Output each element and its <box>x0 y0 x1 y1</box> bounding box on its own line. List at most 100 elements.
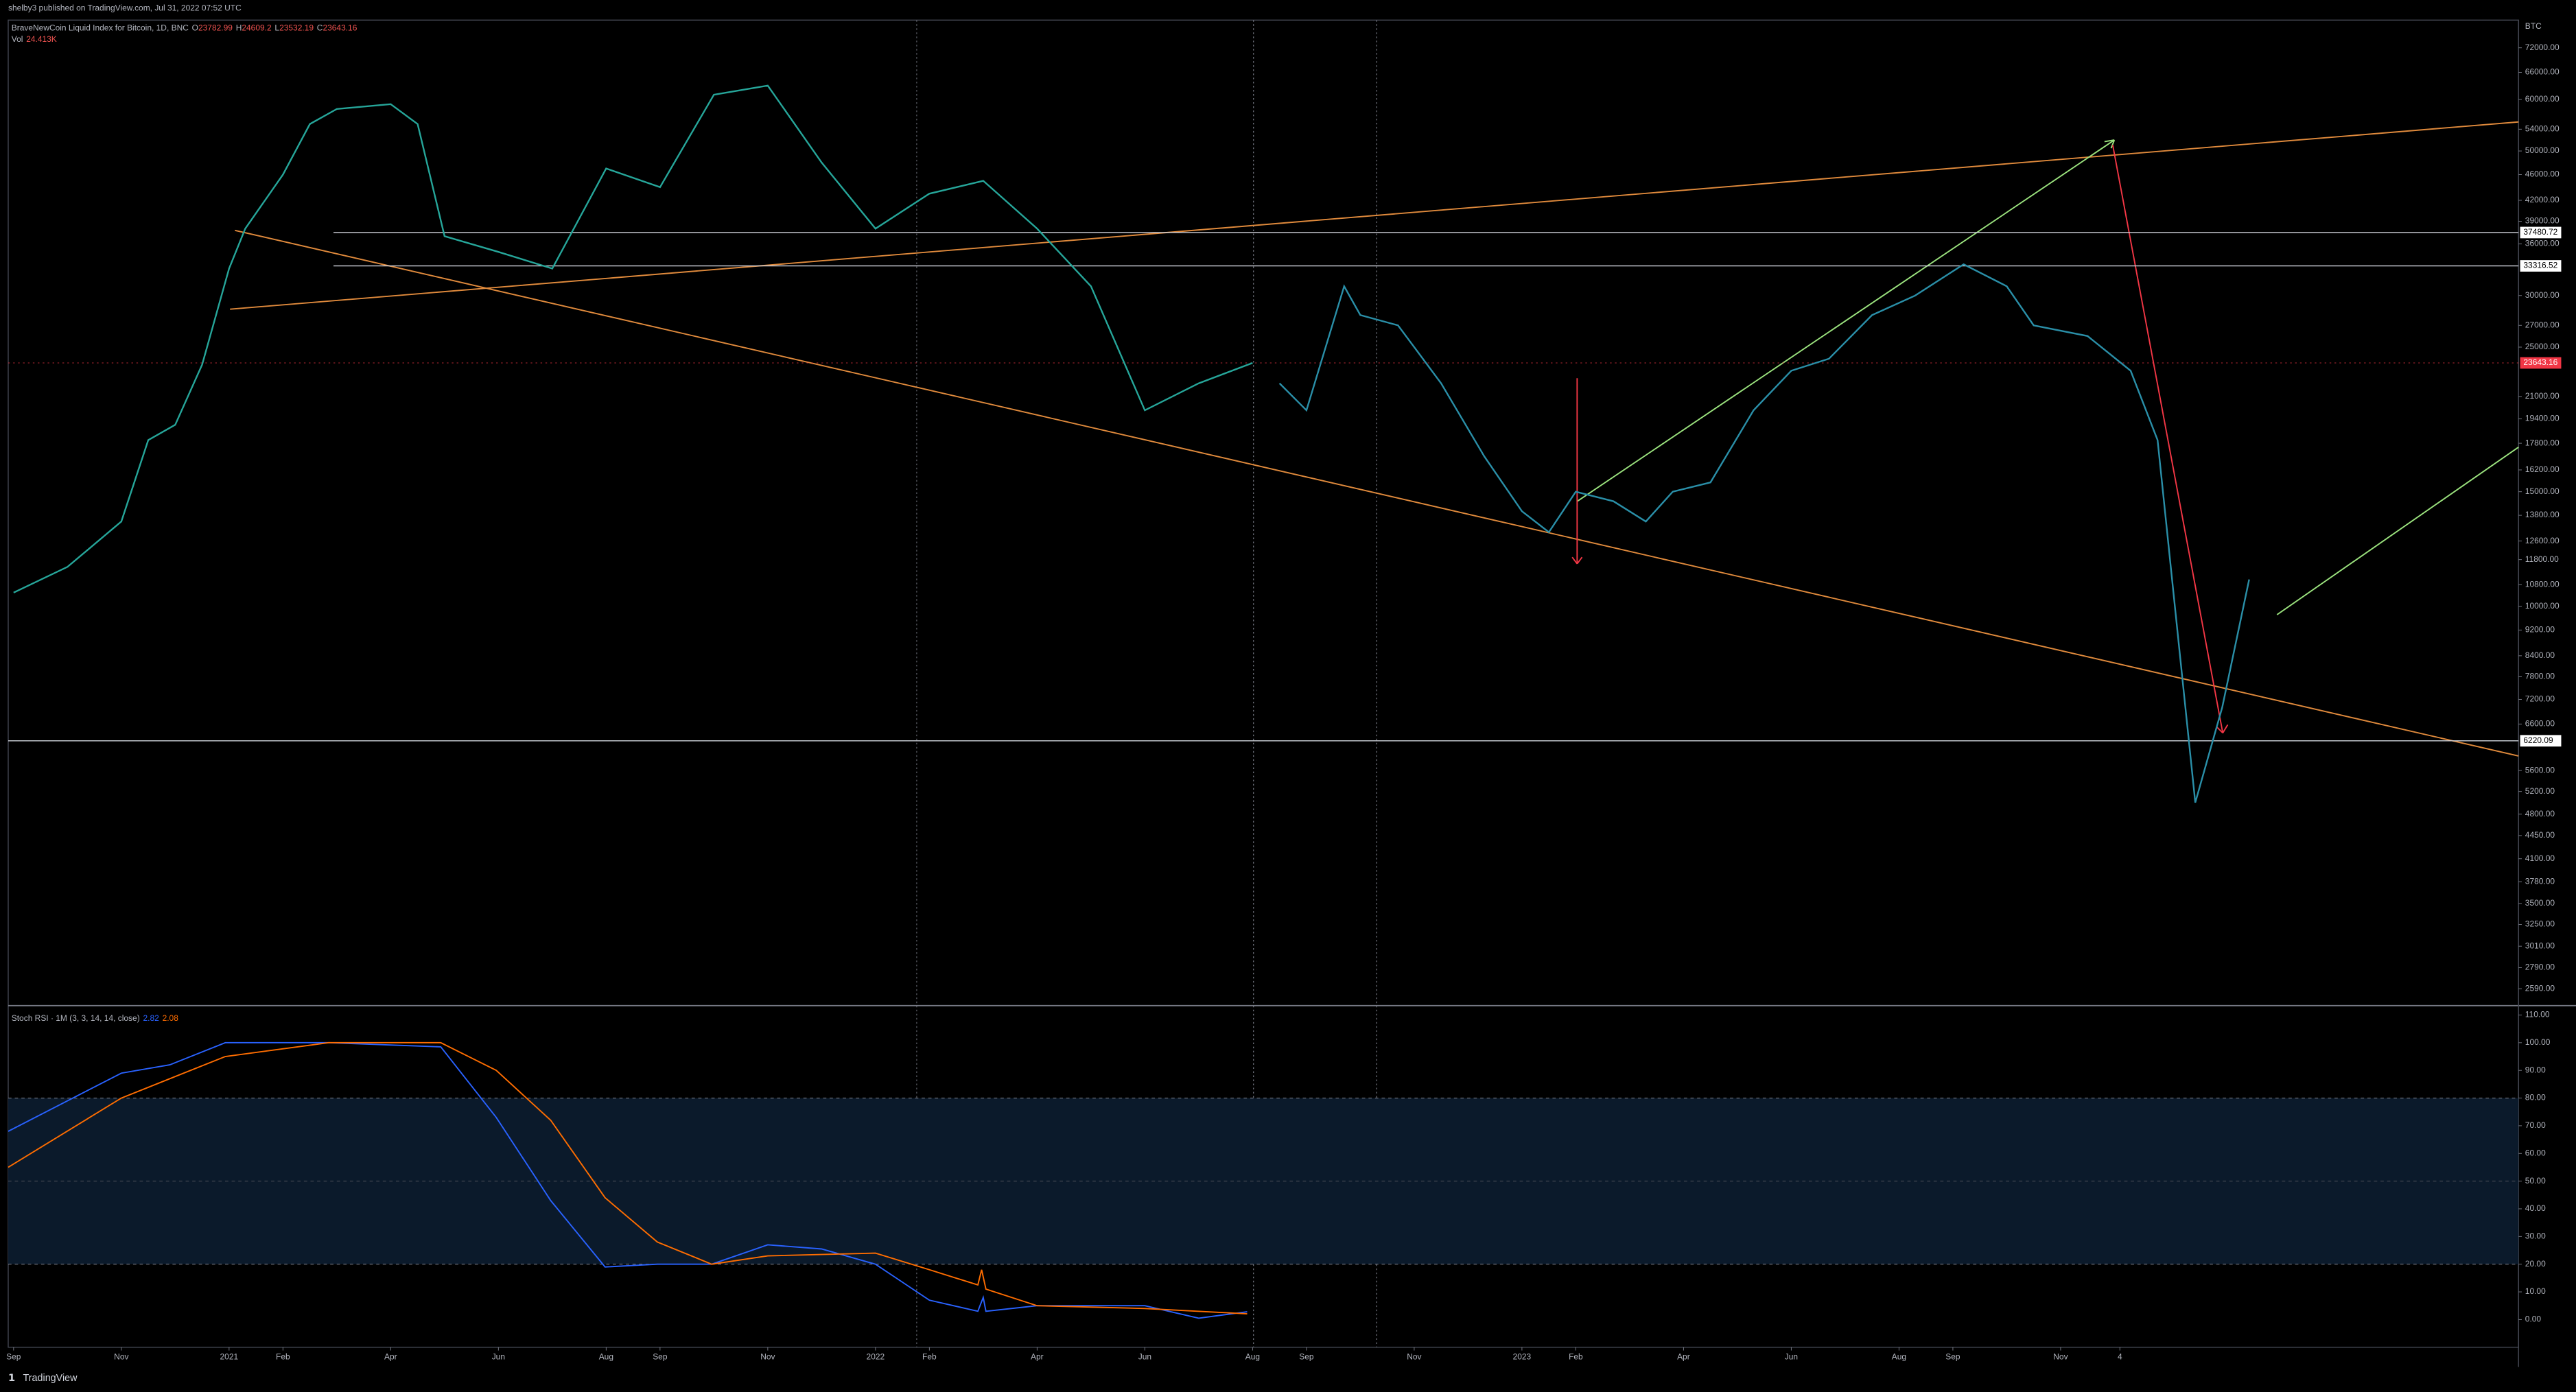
y-tick-label: 30.00 <box>2525 1231 2546 1241</box>
y-tick-label: 25000.00 <box>2525 342 2560 351</box>
volume-value: 24.413K <box>26 34 57 44</box>
y-tick-label: 60000.00 <box>2525 94 2560 104</box>
y-tick-label: 2590.00 <box>2525 983 2555 993</box>
y-tick-label: 110.00 <box>2525 1010 2550 1019</box>
y-tick-label: 3250.00 <box>2525 919 2555 929</box>
y-tick-label: 5600.00 <box>2525 765 2555 775</box>
ohlc-label: H <box>236 23 242 32</box>
header: shelby3 published on TradingView.com, Ju… <box>8 3 242 13</box>
volume-label: Vol <box>12 34 23 44</box>
y-tick-label: 10800.00 <box>2525 579 2560 589</box>
indicator-value: 2.82 <box>143 1013 159 1023</box>
y-tick-label: 5200.00 <box>2525 786 2555 796</box>
y-tick-label: 3500.00 <box>2525 898 2555 908</box>
y-tick-label: 0.00 <box>2525 1314 2542 1324</box>
y-tick-label: 7800.00 <box>2525 672 2555 681</box>
x-tick-label: 2022 <box>867 1352 885 1361</box>
y-tick-label: 80.00 <box>2525 1093 2546 1102</box>
legend-title: BraveNewCoin Liquid Index for Bitcoin, 1… <box>12 23 189 32</box>
y-tick-label: 3010.00 <box>2525 941 2555 950</box>
ohlc-value: 23782.99 <box>198 23 233 32</box>
x-tick-label: Aug <box>1245 1352 1260 1361</box>
price-label: 33316.52 <box>2523 261 2557 270</box>
ohlc-value: 24609.2 <box>242 23 272 32</box>
price-label: 6220.09 <box>2523 735 2553 745</box>
y-tick-label: 21000.00 <box>2525 391 2560 401</box>
x-tick-label: Jun <box>1138 1352 1151 1361</box>
series-line <box>8 1041 1248 1319</box>
price-label-box <box>2520 735 2562 747</box>
trend-line <box>230 121 2519 310</box>
y-tick-label: 3780.00 <box>2525 876 2555 886</box>
ohlc-value: 23532.19 <box>279 23 314 32</box>
arrow-head <box>2104 139 2116 149</box>
y-tick-label: 10000.00 <box>2525 601 2560 611</box>
ohlc-label: C <box>317 23 323 32</box>
y-tick-label: 15000.00 <box>2525 486 2560 496</box>
trend-line <box>235 229 2519 757</box>
y-tick-label: 39000.00 <box>2525 216 2560 226</box>
last-price-label: 23643.16 <box>2523 357 2557 367</box>
ohlc-label: O <box>192 23 198 32</box>
volume-legend: Vol 24.413K <box>12 34 57 44</box>
x-tick-label: Apr <box>1677 1352 1690 1361</box>
y-tick-label: 50000.00 <box>2525 145 2560 155</box>
y-tick-label: 20.00 <box>2525 1259 2546 1269</box>
x-tick-label: Sep <box>653 1352 668 1361</box>
y-tick-label: 40.00 <box>2525 1203 2546 1213</box>
y-tick-label: 27000.00 <box>2525 320 2560 329</box>
x-tick-label: Feb <box>1569 1352 1583 1361</box>
y-tick-label: 42000.00 <box>2525 195 2560 204</box>
y-tick-label: 60.00 <box>2525 1148 2546 1157</box>
x-tick-label: Sep <box>6 1352 21 1361</box>
y-tick-label: 100.00 <box>2525 1037 2551 1047</box>
y-tick-label: 10.00 <box>2525 1286 2546 1296</box>
y-tick-label: 8400.00 <box>2525 650 2555 660</box>
footer: TradingView <box>23 1373 78 1384</box>
y-tick-label: 11800.00 <box>2525 554 2559 564</box>
x-tick-label: Apr <box>384 1352 397 1361</box>
ohlc-value: 23643.16 <box>323 23 357 32</box>
y-axis-label: BTC <box>2525 21 2542 31</box>
x-tick-label: Sep <box>1299 1352 1314 1361</box>
x-tick-label: Nov <box>114 1352 128 1361</box>
arrow-line <box>1576 139 2115 502</box>
x-tick-label: 2023 <box>1513 1352 1532 1361</box>
y-tick-label: 17800.00 <box>2525 438 2560 447</box>
series-line <box>8 1041 1248 1314</box>
legend: BraveNewCoin Liquid Index for Bitcoin, 1… <box>12 23 358 32</box>
y-tick-label: 66000.00 <box>2525 67 2560 77</box>
indicator-legend: Stoch RSI · 1M (3, 3, 14, 14, close) 2.82… <box>12 1013 178 1023</box>
y-tick-label: 9200.00 <box>2525 624 2555 634</box>
x-tick-label: Sep <box>1945 1352 1960 1361</box>
y-tick-label: 16200.00 <box>2525 464 2560 474</box>
price-label-box <box>2520 226 2562 239</box>
series-line <box>13 84 1253 593</box>
price-label: 37480.72 <box>2523 227 2557 237</box>
trend-line <box>2276 447 2519 615</box>
y-tick-label: 72000.00 <box>2525 43 2560 52</box>
y-tick-label: 54000.00 <box>2525 123 2560 133</box>
y-tick-label: 46000.00 <box>2525 169 2560 179</box>
x-tick-label: Aug <box>599 1352 613 1361</box>
series-line <box>1278 263 2250 803</box>
x-tick-label: Feb <box>276 1352 290 1361</box>
x-tick-label: 2021 <box>220 1352 239 1361</box>
x-tick-label: Jun <box>1785 1352 1798 1361</box>
y-tick-label: 6600.00 <box>2525 718 2555 728</box>
x-tick-label: Aug <box>1892 1352 1906 1361</box>
indicator-title: Stoch RSI · 1M (3, 3, 14, 14, close) <box>12 1013 140 1023</box>
y-tick-label: 90.00 <box>2525 1065 2546 1074</box>
x-tick-label: Nov <box>760 1352 775 1361</box>
y-tick-label: 50.00 <box>2525 1176 2546 1185</box>
price-label-box <box>2520 260 2562 272</box>
x-tick-label: Apr <box>1031 1352 1044 1361</box>
y-tick-label: 19400.00 <box>2525 414 2560 423</box>
ohlc-label: L <box>274 23 279 32</box>
x-tick-label: Nov <box>2053 1352 2068 1361</box>
x-tick-label: Jun <box>492 1352 505 1361</box>
x-tick-label: Feb <box>922 1352 937 1361</box>
y-tick-label: 30000.00 <box>2525 290 2560 300</box>
indicator-value: 2.08 <box>163 1013 179 1023</box>
